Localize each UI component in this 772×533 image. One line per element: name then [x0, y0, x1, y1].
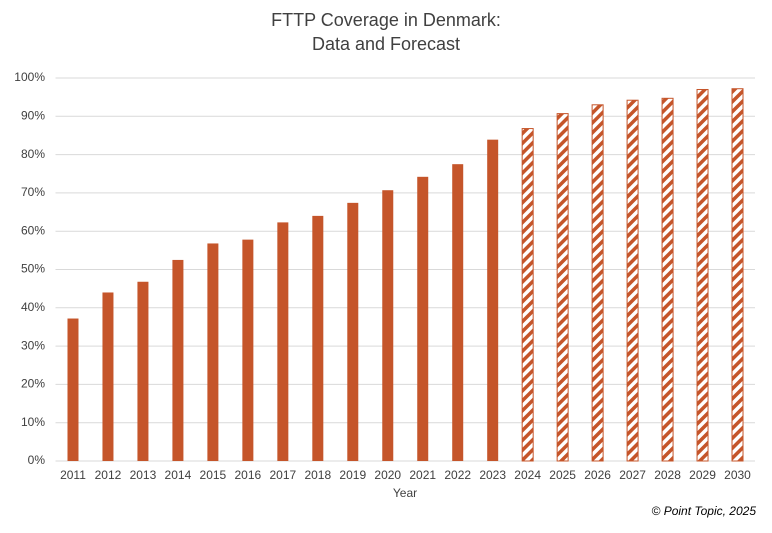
bar	[277, 222, 289, 461]
y-tick-label: 20%	[21, 377, 45, 391]
x-tick-label: 2030	[724, 468, 751, 482]
y-tick-label: 90%	[21, 108, 45, 122]
x-tick-label: 2025	[549, 468, 576, 482]
x-axis-label: Year	[393, 486, 417, 500]
bar	[661, 97, 674, 462]
x-tick-label: 2029	[689, 468, 716, 482]
bar	[556, 113, 569, 462]
bar	[67, 318, 79, 461]
x-tick-label: 2011	[60, 468, 86, 482]
x-tick-label: 2028	[654, 468, 681, 482]
bar	[102, 292, 114, 461]
x-tick-label: 2013	[130, 468, 157, 482]
y-tick-label: 60%	[21, 223, 45, 237]
y-tick-label: 0%	[28, 453, 46, 467]
annotation: © Point Topic, 2025	[652, 504, 757, 518]
bar	[521, 128, 534, 462]
bar	[382, 190, 394, 461]
x-tick-label: 2015	[200, 468, 227, 482]
bar	[626, 99, 639, 462]
chart-title: FTTP Coverage in Denmark:	[271, 10, 501, 30]
bar	[591, 104, 604, 462]
chart-title: Data and Forecast	[312, 34, 460, 54]
x-tick-label: 2022	[444, 468, 471, 482]
bar	[312, 215, 324, 461]
bar	[172, 259, 184, 461]
x-tick-label: 2024	[514, 468, 541, 482]
x-tick-label: 2017	[269, 468, 296, 482]
x-tick-label: 2012	[95, 468, 122, 482]
y-tick-label: 100%	[14, 70, 45, 84]
y-tick-label: 70%	[21, 185, 45, 199]
bar	[731, 88, 744, 462]
x-tick-label: 2026	[584, 468, 611, 482]
bar	[487, 139, 499, 461]
y-tick-label: 10%	[21, 415, 45, 429]
bar	[417, 176, 429, 461]
x-tick-label: 2020	[374, 468, 401, 482]
y-tick-label: 40%	[21, 300, 45, 314]
bar	[696, 88, 709, 462]
bar	[452, 164, 464, 462]
x-tick-label: 2021	[409, 468, 436, 482]
x-tick-label: 2019	[339, 468, 366, 482]
x-tick-label: 2018	[304, 468, 331, 482]
bar	[137, 281, 149, 461]
x-tick-label: 2023	[479, 468, 506, 482]
x-tick-label: 2027	[619, 468, 646, 482]
bar	[347, 202, 359, 461]
bar	[242, 239, 254, 461]
bar	[207, 243, 219, 461]
y-tick-label: 80%	[21, 147, 45, 161]
y-tick-label: 50%	[21, 262, 45, 276]
x-tick-label: 2014	[165, 468, 192, 482]
x-tick-label: 2016	[235, 468, 262, 482]
y-tick-label: 30%	[21, 338, 45, 352]
